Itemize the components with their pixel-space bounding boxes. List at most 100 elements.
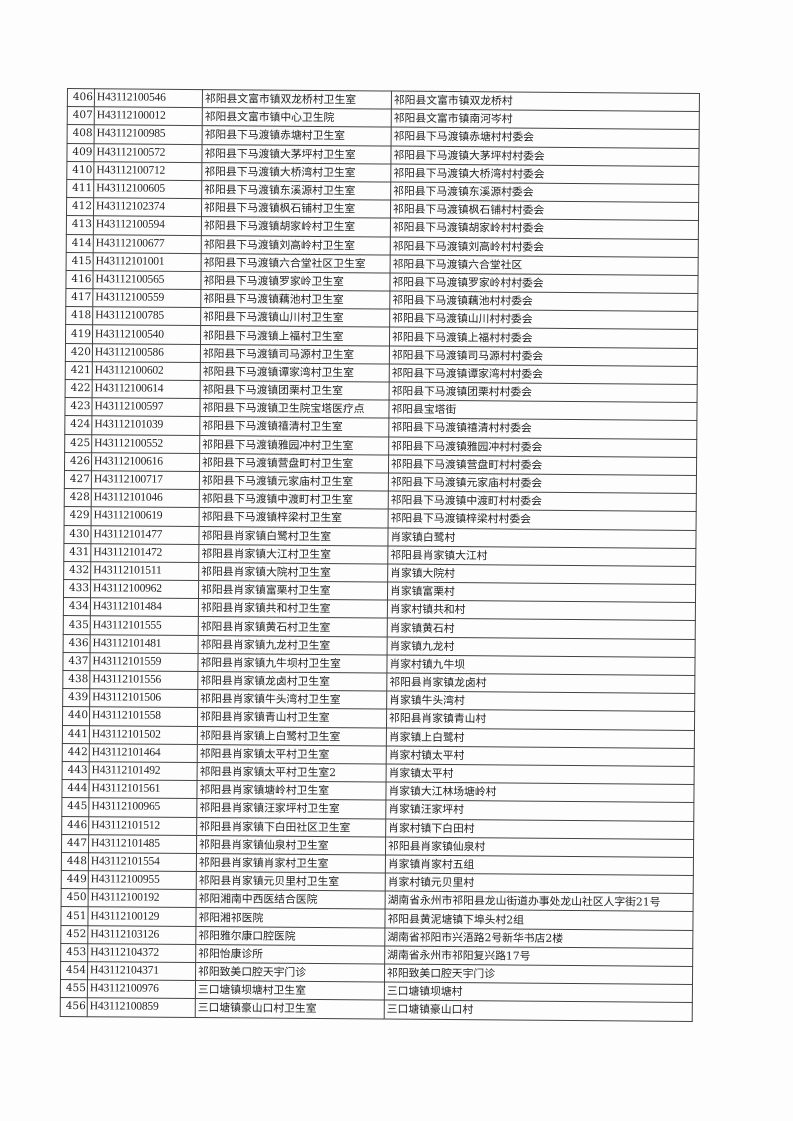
institution-code: H43112100616 <box>91 452 200 472</box>
institution-address: 祁阳县下马渡镇中渡町村村委会 <box>388 491 697 512</box>
row-number: 438 <box>62 670 90 689</box>
institution-name: 祁阳县下马渡镇六合堂社区卫生室 <box>201 253 391 273</box>
row-number: 440 <box>62 706 90 726</box>
institution-name: 祁阳县肖家镇富栗村卫生室 <box>198 580 388 601</box>
institution-name: 祁阳县下马渡镇赤塘村卫生室 <box>202 125 392 146</box>
institution-name: 祁阳怡康诊所 <box>195 944 385 965</box>
institution-address: 肖家镇黄石村 <box>387 618 696 640</box>
row-number: 409 <box>66 143 95 162</box>
institution-address: 祁阳县下马渡镇枫石铺村村委会 <box>390 200 699 221</box>
institution-code: H43112101481 <box>90 634 199 654</box>
institution-code: H43112100586 <box>92 343 201 363</box>
row-number: 420 <box>65 343 93 362</box>
institution-code: H43112104372 <box>87 943 196 963</box>
institution-code: H43112100712 <box>93 161 202 181</box>
institution-code: H43112100012 <box>94 106 203 126</box>
institution-address: 祁阳县文富市镇南河岑村 <box>391 109 700 130</box>
row-number: 412 <box>66 197 94 217</box>
row-number: 450 <box>61 888 89 908</box>
institution-code: H43112101472 <box>90 543 199 563</box>
institution-name: 祁阳县下马渡镇枫石铺村卫生室 <box>201 198 391 219</box>
row-number: 444 <box>61 779 90 799</box>
institution-address: 祁阳县下马渡镇禧清村村委会 <box>388 418 697 440</box>
institution-address: 祁阳县下马渡镇上福村村委会 <box>389 327 698 349</box>
row-number: 454 <box>60 961 88 980</box>
row-number: 456 <box>60 997 88 1017</box>
institution-code: H43112101512 <box>88 816 197 836</box>
row-number: 424 <box>64 415 92 435</box>
institution-name: 祁阳县肖家镇黄石村卫生室 <box>198 616 388 637</box>
row-number: 452 <box>60 925 88 944</box>
row-number: 455 <box>60 979 88 999</box>
row-number: 427 <box>64 470 92 489</box>
institution-name: 祁阳县下马渡镇卫生院宝塔医疗点 <box>199 398 390 419</box>
institution-code: H43112100955 <box>88 870 197 890</box>
institution-name: 祁阳县肖家镇上白鹭村卫生室 <box>197 726 387 746</box>
institution-code: H43112100985 <box>94 125 203 145</box>
institution-name: 祁阳县下马渡镇团栗村卫生室 <box>200 380 390 401</box>
row-number: 417 <box>65 288 93 307</box>
institution-name: 祁阳县下马渡镇雅园冲村卫生室 <box>199 435 389 455</box>
institution-address: 祁阳县下马渡镇山川村村委会 <box>389 309 698 330</box>
institution-code: H43112101502 <box>89 725 198 745</box>
institution-address: 三口塘镇豪山口村 <box>384 1000 693 1022</box>
institution-code: H43112100965 <box>88 798 197 818</box>
row-number: 411 <box>66 179 94 198</box>
institution-code: H43112100597 <box>91 397 201 417</box>
institution-address: 祁阳县下马渡镇梓梁村村委会 <box>388 509 697 530</box>
institution-address: 祁阳县黄泥塘镇下埠头村2组 <box>384 909 694 931</box>
row-number: 431 <box>63 543 91 562</box>
institution-name: 祁阳县下马渡镇藕池村卫生室 <box>200 289 390 310</box>
institution-name: 祁阳县文富市镇中心卫生院 <box>202 107 392 128</box>
institution-name: 祁阳县下马渡镇大桥湾村卫生室 <box>201 162 391 182</box>
institution-address: 祁阳县下马渡镇刘高岭村村委会 <box>390 236 699 258</box>
institution-address: 祁阳县下马渡镇元家庙村村委会 <box>388 472 697 494</box>
institution-address: 祁阳县下马渡镇雅园冲村村委会 <box>388 436 697 458</box>
institution-address: 肖家村镇下白田村 <box>385 818 694 840</box>
row-number: 428 <box>64 488 92 508</box>
institution-address: 肖家村镇九牛坝 <box>386 654 696 676</box>
row-number: 445 <box>61 797 89 817</box>
institution-name: 祁阳县肖家镇肖家村卫生室 <box>196 853 386 874</box>
institution-code: H43112101485 <box>88 834 197 854</box>
institution-code: H43112101039 <box>91 416 200 436</box>
institution-code: H43112101559 <box>89 652 199 672</box>
row-number: 419 <box>65 324 93 344</box>
institution-name: 祁阳县下马渡镇司马源村卫生室 <box>200 344 390 364</box>
institution-name: 祁阳县下马渡镇罗家岭卫生室 <box>200 271 391 292</box>
row-number: 416 <box>65 270 94 289</box>
institution-code: H43112100962 <box>90 579 199 599</box>
institution-code: H43112101477 <box>90 525 200 545</box>
institution-code: H43112101492 <box>89 761 198 781</box>
institution-name: 三口塘镇豪山口村卫生室 <box>195 998 385 1019</box>
institution-address: 祁阳县下马渡镇胡家岭村村委会 <box>390 218 699 239</box>
institution-code: H43112100976 <box>87 979 196 999</box>
institution-code: H43112100619 <box>91 507 200 527</box>
institution-name: 祁阳县肖家镇汪家坪村卫生室 <box>196 798 386 819</box>
institution-name: 祁阳县文富市镇双龙桥村卫生室 <box>202 89 392 110</box>
institution-address: 肖家镇大院村 <box>387 563 696 585</box>
institution-name: 祁阳县下马渡镇刘高岭村卫生室 <box>201 235 391 255</box>
institution-address: 肖家镇牛头湾村 <box>386 691 695 712</box>
table-row: 456 H43112100859 三口塘镇豪山口村卫生室 三口塘镇豪山口村 <box>60 997 693 1022</box>
row-number: 407 <box>67 106 95 126</box>
institution-name: 祁阳县肖家镇下白田社区卫生室 <box>196 817 386 837</box>
institution-name: 祁阳县肖家镇太平村卫生室2 <box>197 762 387 783</box>
institution-name: 祁阳县下马渡镇胡家岭村卫生室 <box>201 216 391 237</box>
institution-name: 祁阳县肖家镇共和村卫生室 <box>198 598 388 619</box>
row-number: 418 <box>65 306 93 326</box>
row-number: 442 <box>62 743 90 762</box>
institution-name: 祁阳县肖家镇仙泉村卫生室 <box>196 835 386 855</box>
institution-code: H43112100572 <box>93 143 203 163</box>
institution-name: 祁阳县下马渡镇营盘町村卫生室 <box>199 453 389 473</box>
institution-code: H43112101554 <box>88 852 197 872</box>
institution-code: H43112100859 <box>87 998 196 1018</box>
institution-name: 祁阳湘祁医院 <box>195 907 386 928</box>
institution-address: 祁阳县下马渡镇东溪源村委会 <box>390 181 699 203</box>
row-number: 434 <box>63 597 91 617</box>
institution-address: 肖家镇九龙村 <box>387 636 696 658</box>
institution-address: 祁阳致美口腔天宇门诊 <box>384 964 693 985</box>
institution-address: 祁阳县文富市镇双龙桥村 <box>391 91 700 112</box>
institution-code: H43112100546 <box>94 88 203 108</box>
